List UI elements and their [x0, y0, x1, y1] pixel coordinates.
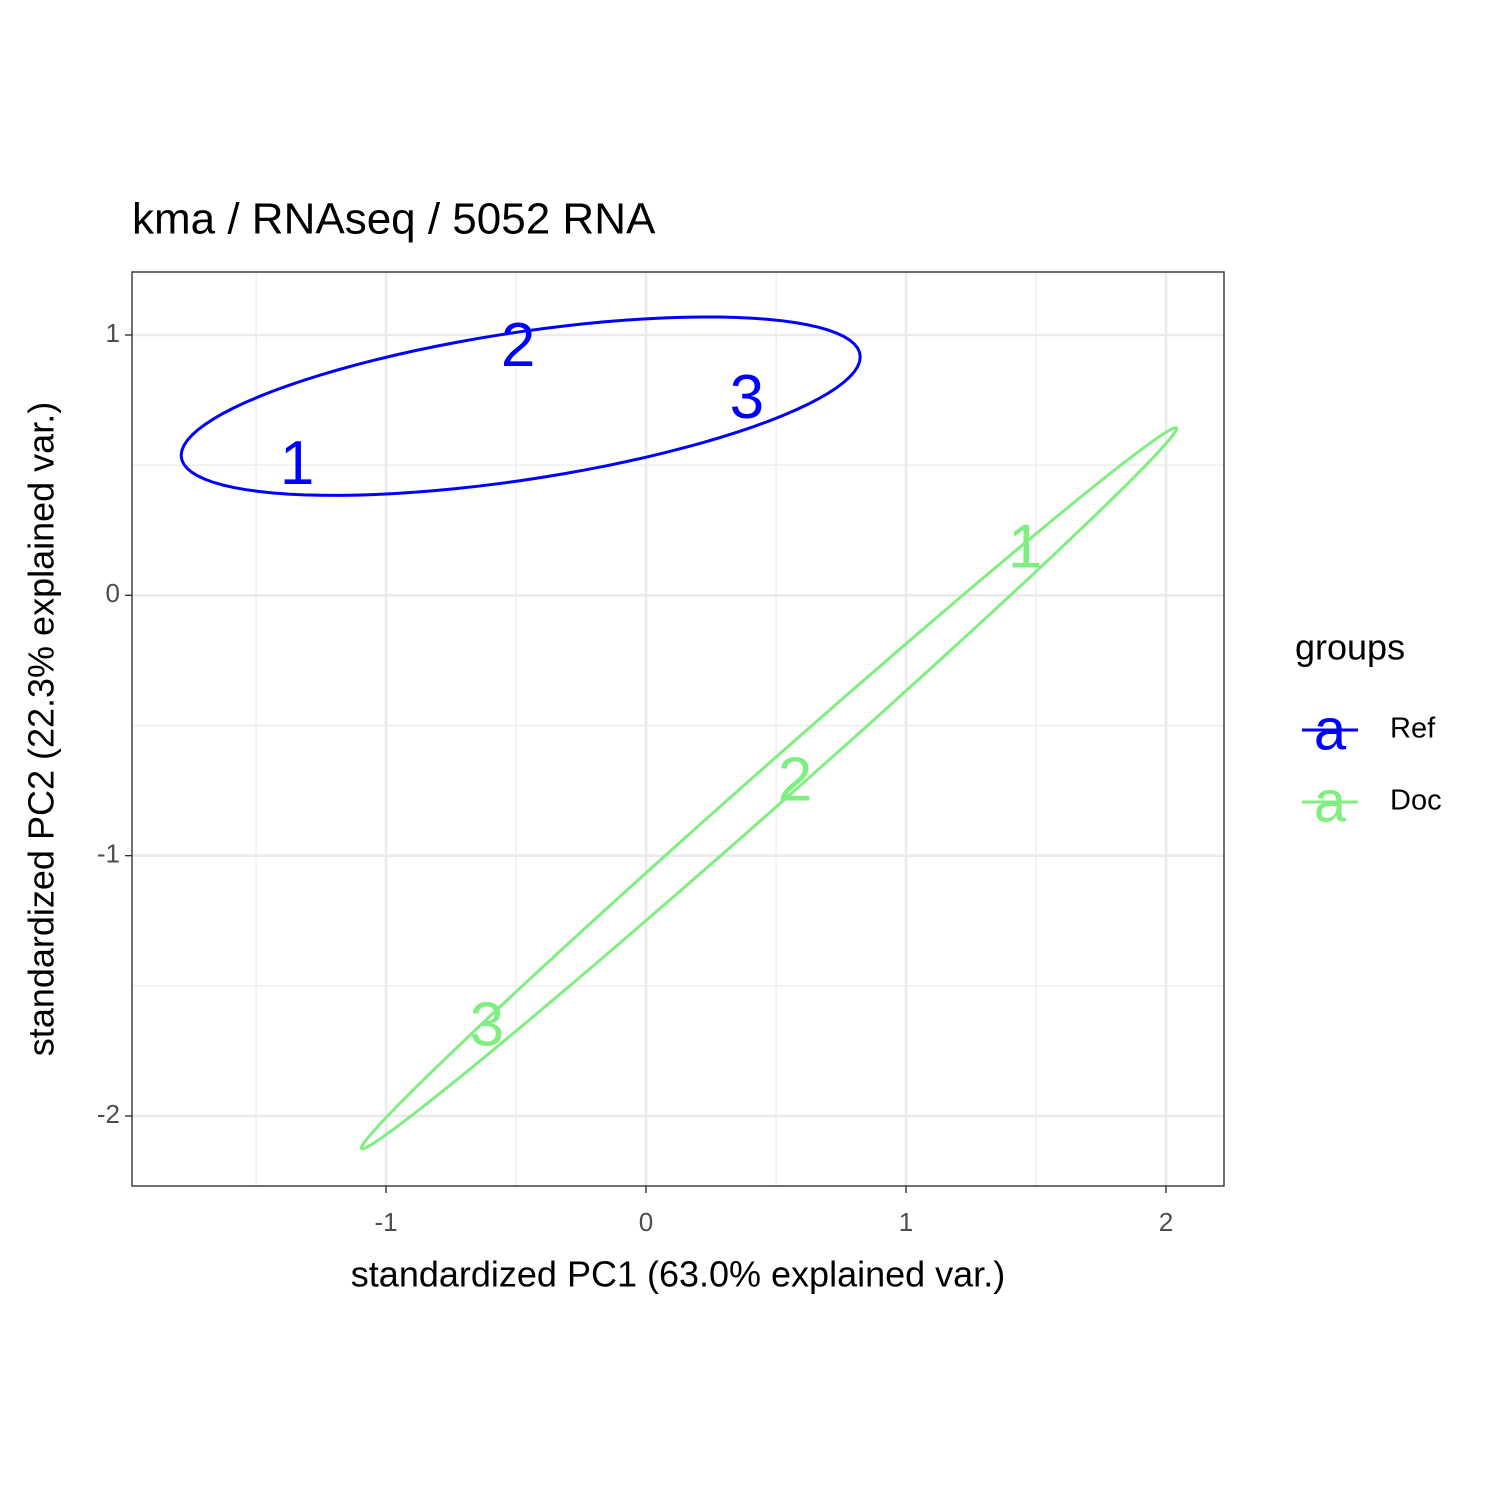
y-tick-label: 0: [106, 578, 120, 608]
x-tick-label: 1: [899, 1207, 913, 1237]
point-label: 1: [1008, 513, 1042, 582]
x-tick-label: 0: [639, 1207, 653, 1237]
legend-title: groups: [1295, 627, 1405, 668]
x-tick-label: 2: [1159, 1207, 1173, 1237]
point-label: 3: [730, 363, 764, 432]
point-label: 2: [778, 746, 812, 815]
point-label: 2: [501, 311, 535, 380]
y-tick-label: -1: [97, 839, 120, 869]
y-axis-title: standardized PC2 (22.3% explained var.): [21, 402, 62, 1056]
chart-title: kma / RNAseq / 5052 RNA: [132, 195, 656, 244]
y-tick-label: 1: [106, 318, 120, 348]
legend-key: a: [1314, 697, 1347, 762]
legend-key: a: [1314, 769, 1347, 834]
ellipse: [179, 315, 862, 497]
y-tick-label: -2: [97, 1099, 120, 1129]
legend-label: Doc: [1390, 785, 1442, 817]
x-axis-title: standardized PC1 (63.0% explained var.): [351, 1254, 1005, 1295]
legend-label: Ref: [1390, 713, 1436, 745]
ellipse: [359, 425, 1179, 1151]
x-tick-label: -1: [374, 1207, 397, 1237]
panel-border: [131, 271, 1225, 1187]
point-label: 1: [280, 429, 314, 498]
point-label: 3: [470, 990, 504, 1059]
